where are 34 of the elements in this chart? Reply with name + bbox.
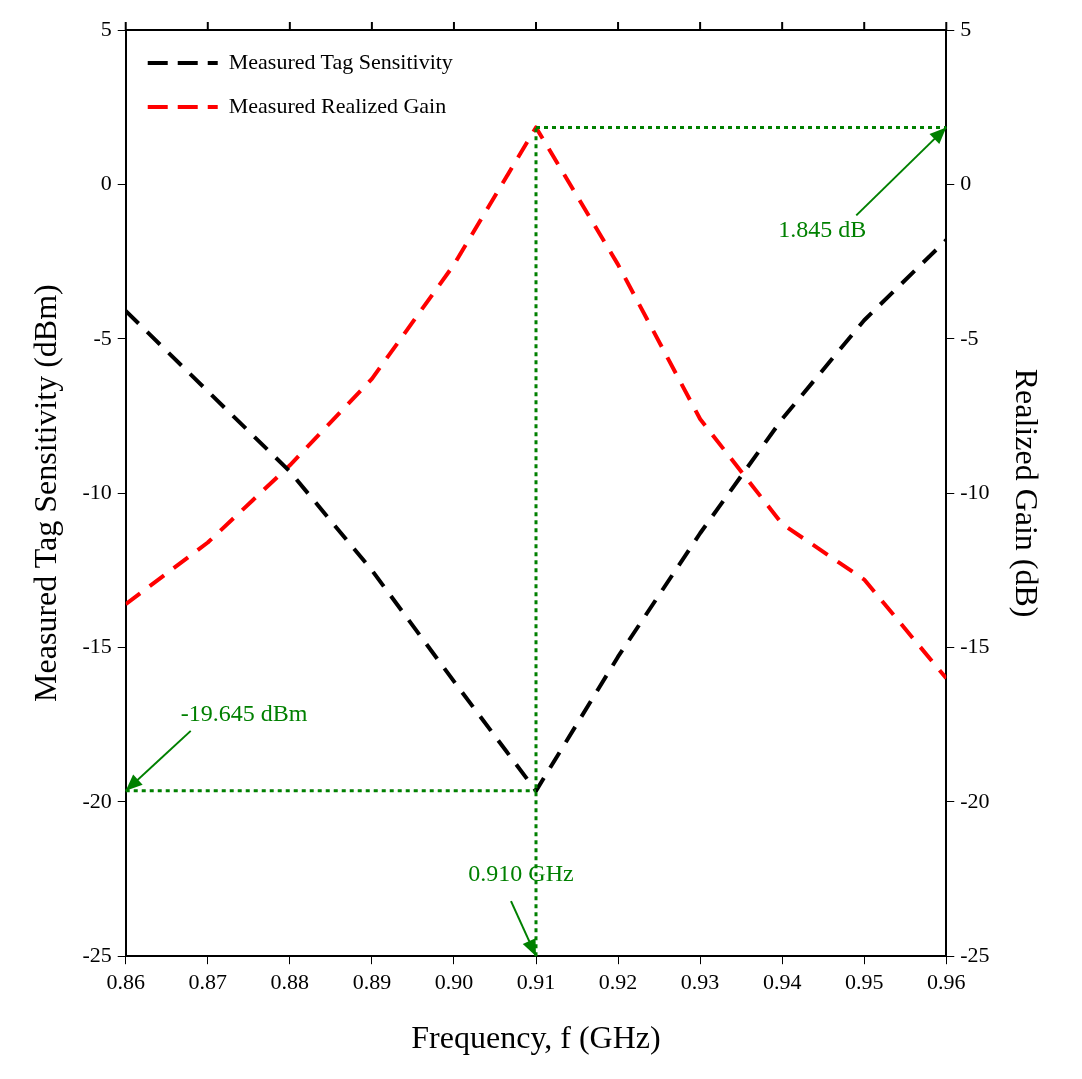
x-tick-label: 0.90 xyxy=(434,969,474,995)
x-tick-label: 0.87 xyxy=(188,969,228,995)
y-tick-label: 0 xyxy=(100,170,112,196)
y2-axis-title: Realized Gain (dB) xyxy=(1009,368,1046,618)
y-tick-label: 5 xyxy=(100,15,112,41)
x-tick-label: 0.88 xyxy=(270,969,310,995)
x-axis-title: Frequency, f (GHz) xyxy=(411,1019,661,1056)
annotation: 1.845 dB xyxy=(778,216,867,243)
y2-tick-label: -5 xyxy=(960,324,979,350)
line-series xyxy=(125,125,947,681)
legend-label: Measured Tag Sensitivity xyxy=(228,48,453,74)
y2-tick-label: -10 xyxy=(960,478,990,504)
y-tick-label: -10 xyxy=(82,478,112,504)
y-tick-label: -20 xyxy=(82,787,112,813)
y2-tick-label: -20 xyxy=(960,787,990,813)
x-tick-label: 0.89 xyxy=(352,969,392,995)
x-tick-label: 0.94 xyxy=(762,969,802,995)
y2-tick-label: -25 xyxy=(960,941,990,967)
y-axis-title: Measured Tag Sensitivity (dBm) xyxy=(26,284,63,702)
x-tick-label: 0.96 xyxy=(927,969,966,995)
annotation: -19.645 dBm xyxy=(180,699,308,726)
annotation: 0.910 GHz xyxy=(468,860,574,887)
y-tick-label: -5 xyxy=(93,324,112,350)
x-tick-label: 0.91 xyxy=(516,969,556,995)
x-tick-label: 0.93 xyxy=(680,969,720,995)
y2-tick-label: 0 xyxy=(960,170,972,196)
x-tick-label: 0.92 xyxy=(598,969,638,995)
y-tick-label: -25 xyxy=(82,941,112,967)
y-tick-label: -15 xyxy=(82,633,112,659)
x-tick-label: 0.95 xyxy=(844,969,884,995)
y2-tick-label: -15 xyxy=(960,633,990,659)
x-tick-label: 0.86 xyxy=(106,969,145,995)
y2-tick-label: 5 xyxy=(960,15,972,41)
legend-label: Measured Realized Gain xyxy=(228,92,447,118)
